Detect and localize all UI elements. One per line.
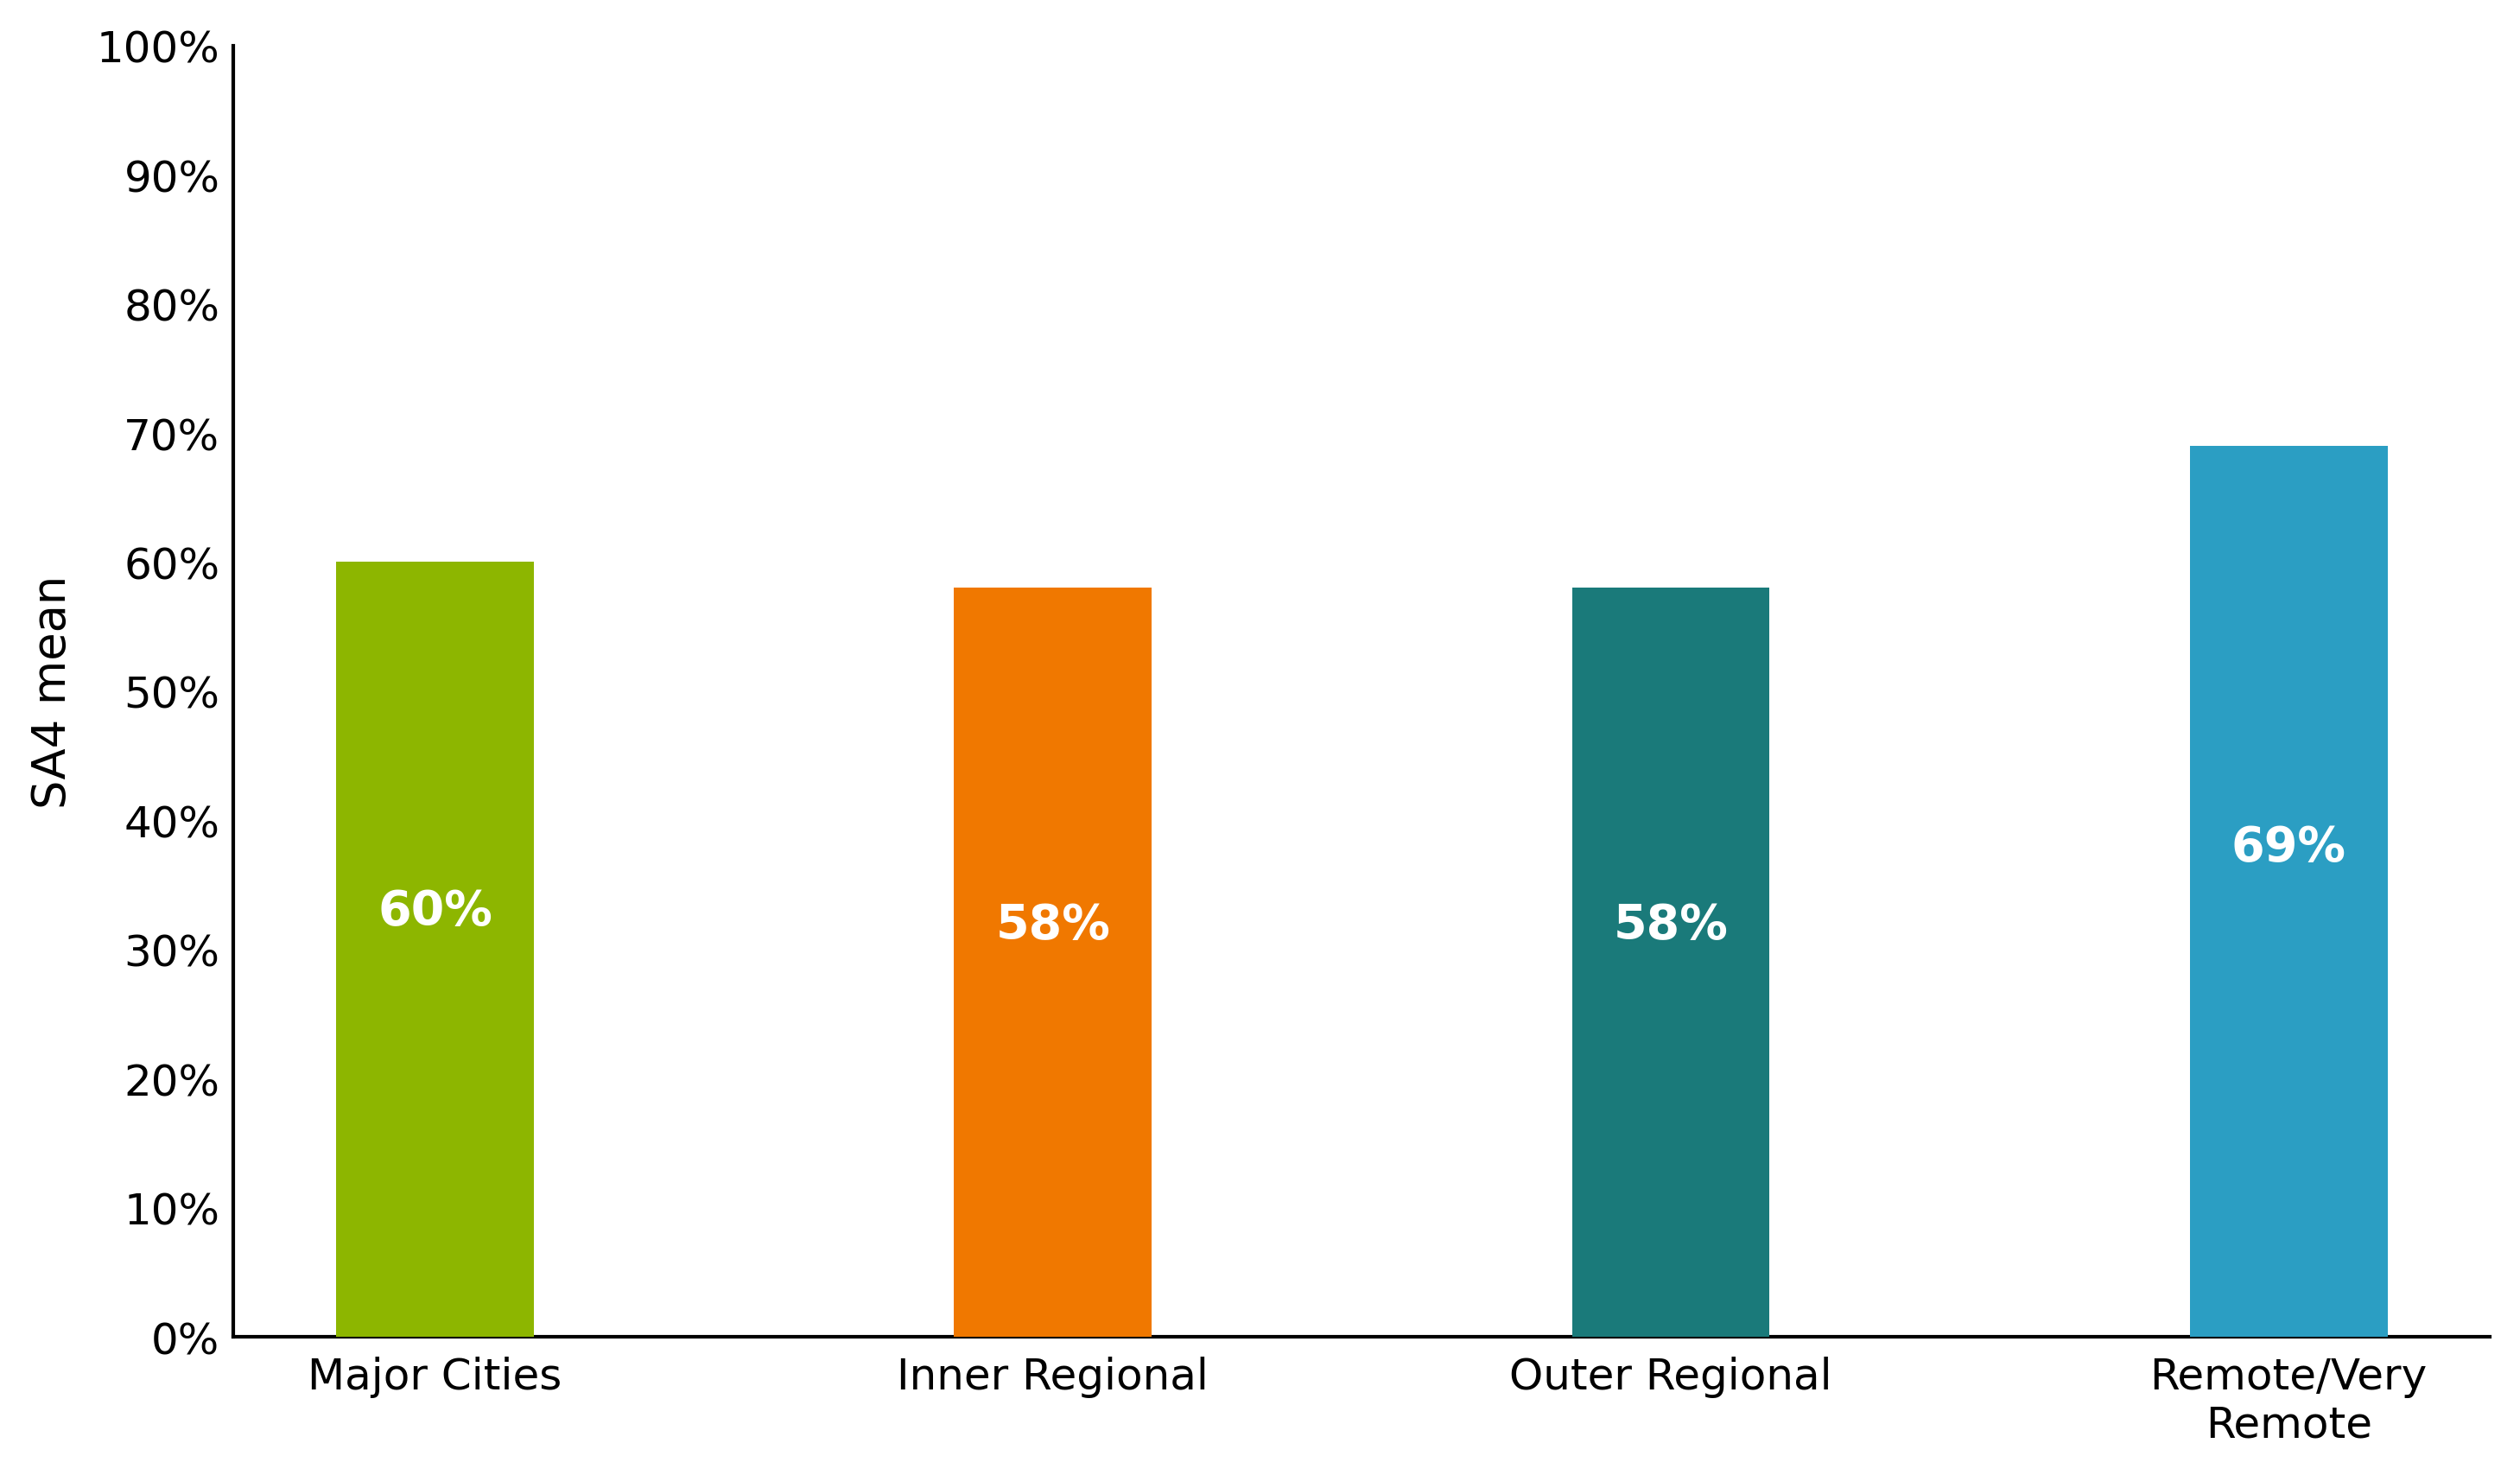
Bar bbox=[335, 562, 534, 1336]
Text: 69%: 69% bbox=[2230, 825, 2346, 870]
Bar bbox=[2190, 447, 2386, 1336]
Text: 58%: 58% bbox=[995, 901, 1111, 948]
Bar bbox=[1572, 589, 1769, 1336]
Text: 60%: 60% bbox=[378, 888, 491, 934]
Bar bbox=[955, 589, 1152, 1336]
Y-axis label: SA4 mean: SA4 mean bbox=[30, 575, 76, 808]
Text: 58%: 58% bbox=[1613, 901, 1729, 948]
